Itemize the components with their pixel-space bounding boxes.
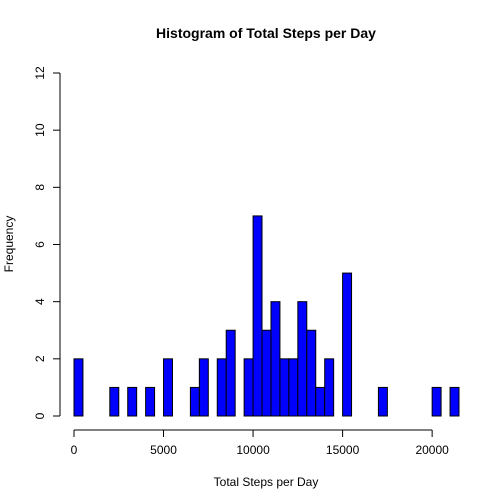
- y-tick-label-8: 8: [33, 184, 47, 191]
- bar-7000-7500: [198, 358, 209, 417]
- bar-10000-10500: [252, 215, 263, 417]
- bar-8000-8500: [216, 358, 227, 417]
- x-tick-label-15000: 15000: [326, 443, 360, 457]
- bar-8500-9000: [225, 329, 236, 417]
- y-tick-label-2: 2: [33, 355, 47, 362]
- y-tick-label-4: 4: [33, 298, 47, 305]
- bar-20000-20500: [431, 386, 442, 417]
- bar-11000-11500: [270, 301, 281, 417]
- bar-15000-15500: [342, 272, 353, 417]
- bar-13500-14000: [315, 386, 326, 417]
- bar-21000-21500: [449, 386, 460, 417]
- bar-12500-13000: [297, 301, 308, 417]
- y-tick-label-12: 12: [33, 66, 47, 80]
- bar-14000-14500: [324, 358, 335, 417]
- bar-9500-10000: [243, 358, 254, 417]
- bar-4000-4500: [145, 386, 156, 417]
- bar-13000-13500: [306, 329, 317, 417]
- bar-11500-12000: [279, 358, 290, 417]
- y-tick-label-10: 10: [33, 123, 47, 137]
- x-tick-label-5000: 5000: [150, 443, 177, 457]
- bar-0-500: [73, 358, 84, 417]
- bar-10500-11000: [261, 329, 272, 417]
- y-tick-label-6: 6: [33, 241, 47, 248]
- y-axis-ticks: 0 2 4 6 8 10 12: [33, 66, 60, 419]
- y-tick-label-0: 0: [33, 412, 47, 419]
- y-axis-label: Frequency: [2, 216, 16, 273]
- x-tick-label-20000: 20000: [415, 443, 449, 457]
- bar-17000-17500: [377, 386, 388, 417]
- x-tick-label-10000: 10000: [236, 443, 270, 457]
- bars-group: [73, 215, 460, 417]
- bar-3000-3500: [127, 386, 138, 417]
- x-tick-label-0: 0: [71, 443, 78, 457]
- y-axis: 0 2 4 6 8 10 12: [33, 66, 61, 419]
- bar-2000-2500: [109, 386, 120, 417]
- x-axis-label: Total Steps per Day: [214, 475, 319, 489]
- chart-title: Histogram of Total Steps per Day: [156, 25, 376, 41]
- bar-12000-12500: [288, 358, 299, 417]
- bar-5000-5500: [163, 358, 173, 417]
- bar-6500-7000: [189, 386, 200, 417]
- x-axis-ticks: 0 5000 10000 15000 20000: [71, 430, 449, 457]
- x-axis: 0 5000 10000 15000 20000: [71, 429, 449, 457]
